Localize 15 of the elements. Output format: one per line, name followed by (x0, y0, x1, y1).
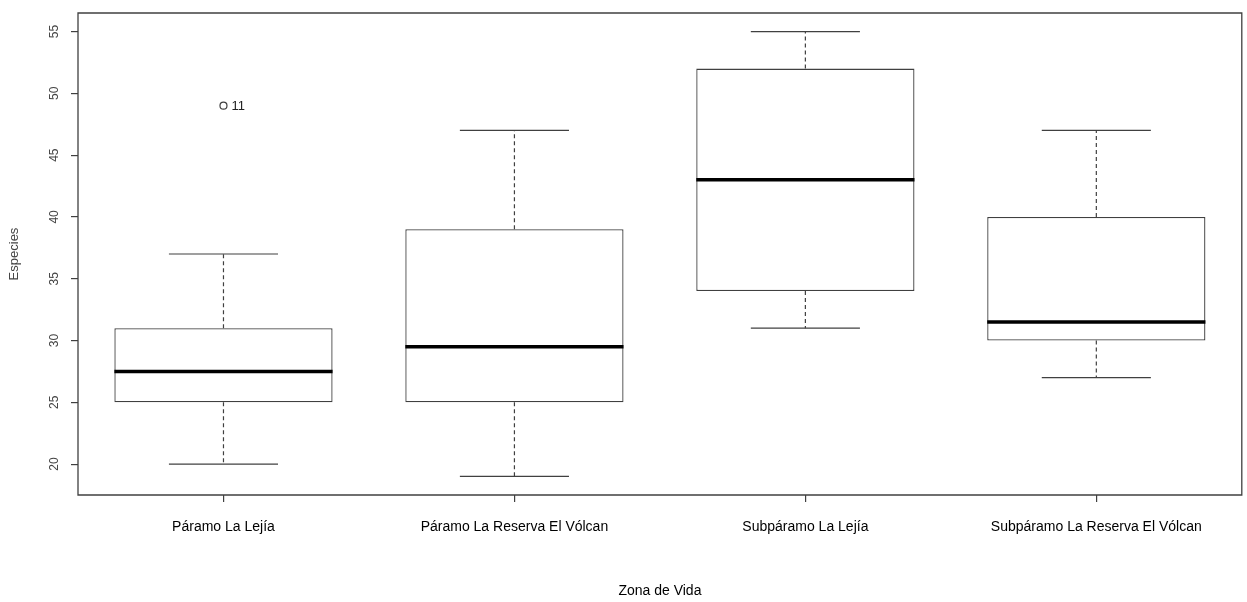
y-tick-label: 35 (47, 271, 61, 286)
y-tick-label: 25 (47, 395, 61, 409)
y-tick-label: 55 (47, 24, 61, 39)
y-axis-title: Especies (6, 227, 22, 281)
y-tick-label: 45 (47, 148, 61, 162)
annotation: 11 (231, 98, 245, 114)
x-tick-label: Subpáramo La Reserva El Vólcan (990, 518, 1202, 535)
y-tick-label: 40 (47, 209, 61, 224)
x-tick-label: Subpáramo La Lejía (742, 518, 869, 535)
y-tick-label: 20 (47, 457, 61, 471)
x-axis-title: Zona de Vida (618, 582, 702, 599)
y-tick-label: 30 (47, 333, 61, 348)
x-tick-label: Páramo La Reserva El Vólcan (420, 518, 609, 535)
y-tick-label: 50 (47, 86, 61, 101)
x-tick-label: Páramo La Lejía (172, 518, 276, 535)
